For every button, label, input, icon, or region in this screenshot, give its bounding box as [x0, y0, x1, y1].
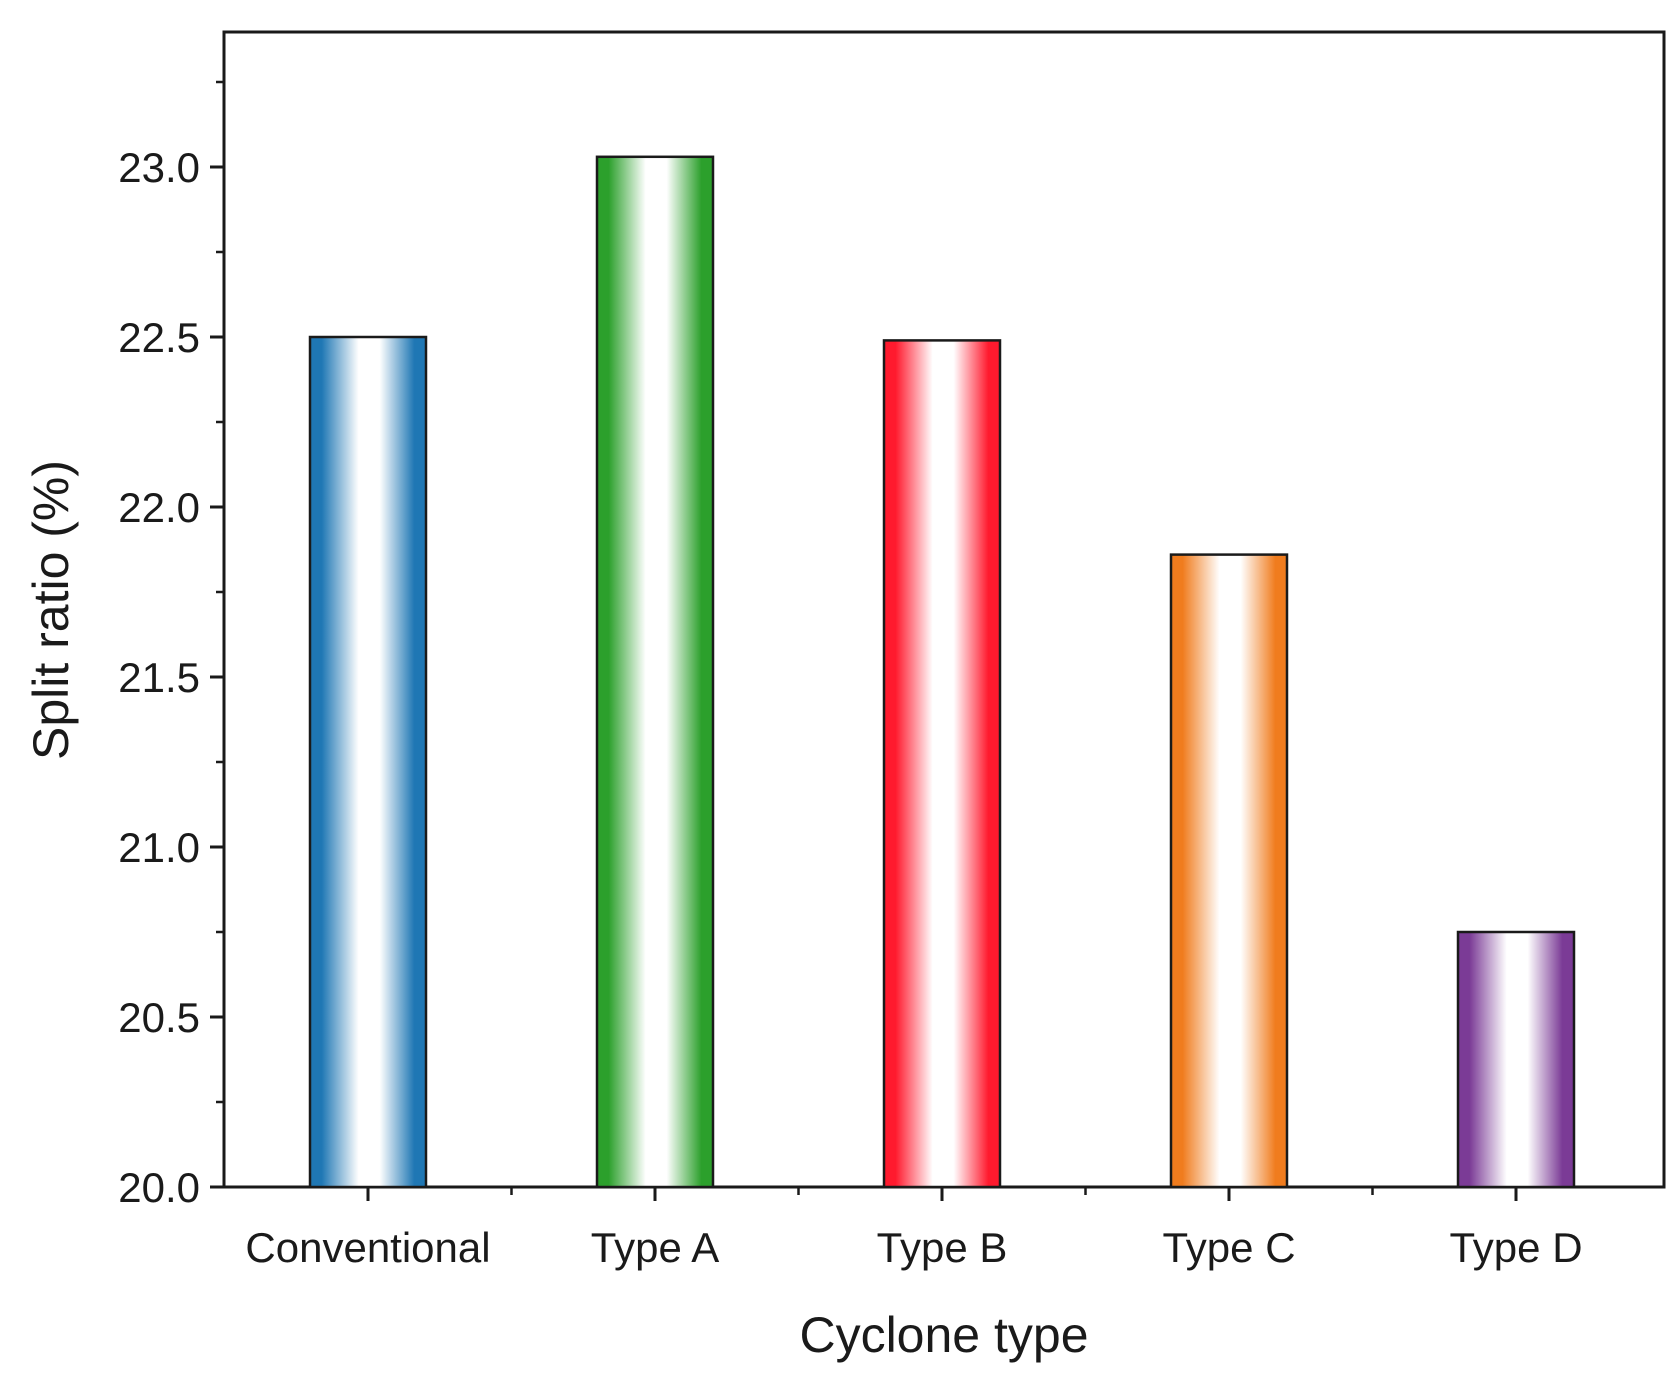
bar-type-b: [882, 339, 1002, 1189]
y-tick-label: 22.5: [118, 314, 200, 361]
y-tick-label: 21.5: [118, 654, 200, 701]
bar-type-c: [1169, 553, 1289, 1189]
x-axis: Conventional Type A Type B Type C Type D: [245, 1187, 1583, 1271]
y-axis: 20.0 20.5 21.0 21.5 22.0 22.5 23.0: [118, 80, 224, 1211]
y-tick-label: 22.0: [118, 484, 200, 531]
bar-type-d: [1456, 930, 1576, 1189]
y-tick-label: 20.5: [118, 994, 200, 1041]
y-tick-label: 20.0: [118, 1164, 200, 1211]
bar-series: [308, 155, 1576, 1189]
y-tick-label: 23.0: [118, 144, 200, 191]
x-tick-label: Type C: [1162, 1224, 1295, 1271]
bar-type-a: [595, 155, 715, 1189]
x-tick-label: Type B: [877, 1224, 1008, 1271]
x-axis-title: Cyclone type: [799, 1307, 1088, 1363]
y-tick-label: 21.0: [118, 824, 200, 871]
x-tick-label: Type D: [1449, 1224, 1582, 1271]
y-axis-title: Split ratio (%): [23, 460, 79, 760]
x-tick-label: Type A: [591, 1224, 719, 1271]
bar-conventional: [308, 335, 428, 1189]
x-tick-label: Conventional: [245, 1224, 490, 1271]
